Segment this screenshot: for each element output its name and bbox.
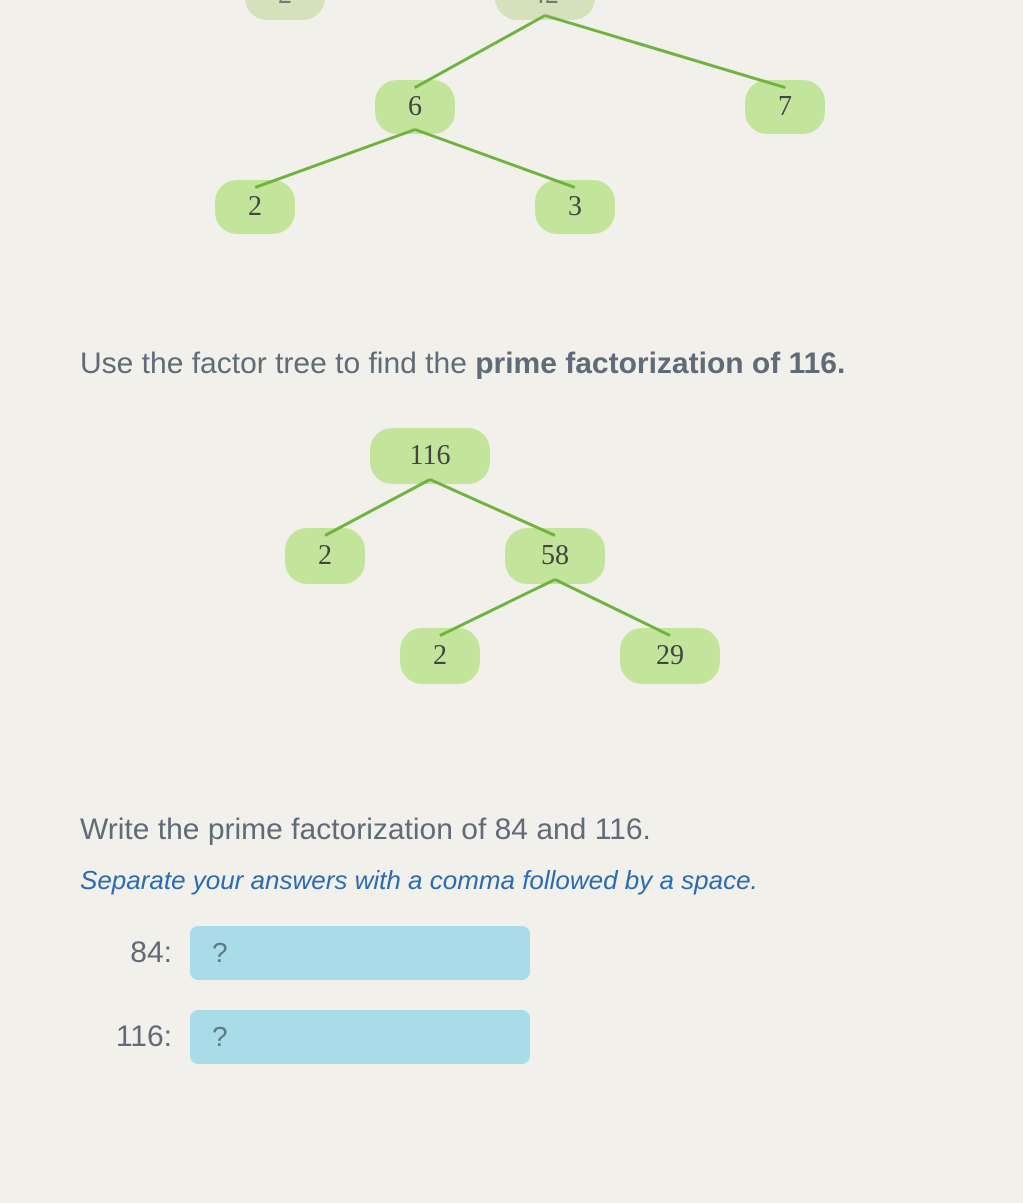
answer-row-84: 84: ? [80, 926, 943, 980]
tree-node: 58 [505, 528, 605, 584]
tree-node: 2 [245, 0, 325, 20]
tree-edge [324, 478, 430, 537]
hint-text: Separate your answers with a comma follo… [80, 865, 943, 896]
question-text: Write the prime factorization of 84 and … [80, 813, 943, 847]
tree-edge [554, 578, 670, 637]
tree-edge [439, 578, 555, 637]
tree-edge [414, 14, 545, 89]
factor-tree-84: 2426723 [80, 0, 943, 280]
instruction-bold: prime factorization of 116. [475, 347, 845, 380]
tree-edge [545, 14, 786, 89]
tree-edge [254, 128, 415, 189]
tree-node: 7 [745, 80, 825, 134]
answer-label-116: 116: [80, 1020, 190, 1054]
answer-input-116[interactable]: ? [190, 1010, 530, 1064]
answer-section: 84: ? 116: ? [80, 926, 943, 1064]
answer-label-84: 84: [80, 936, 190, 970]
instruction-text: Use the factor tree to find the prime fa… [80, 340, 943, 388]
factor-tree-116: 116258229 [80, 428, 943, 748]
tree-edge [429, 478, 555, 537]
tree-node: 29 [620, 628, 720, 684]
tree-node: 116 [370, 428, 490, 484]
instruction-prefix: Use the factor tree to find the [80, 347, 475, 380]
answer-input-84[interactable]: ? [190, 926, 530, 980]
tree-node: 3 [535, 180, 615, 234]
tree-edge [414, 128, 575, 189]
answer-row-116: 116: ? [80, 1010, 943, 1064]
